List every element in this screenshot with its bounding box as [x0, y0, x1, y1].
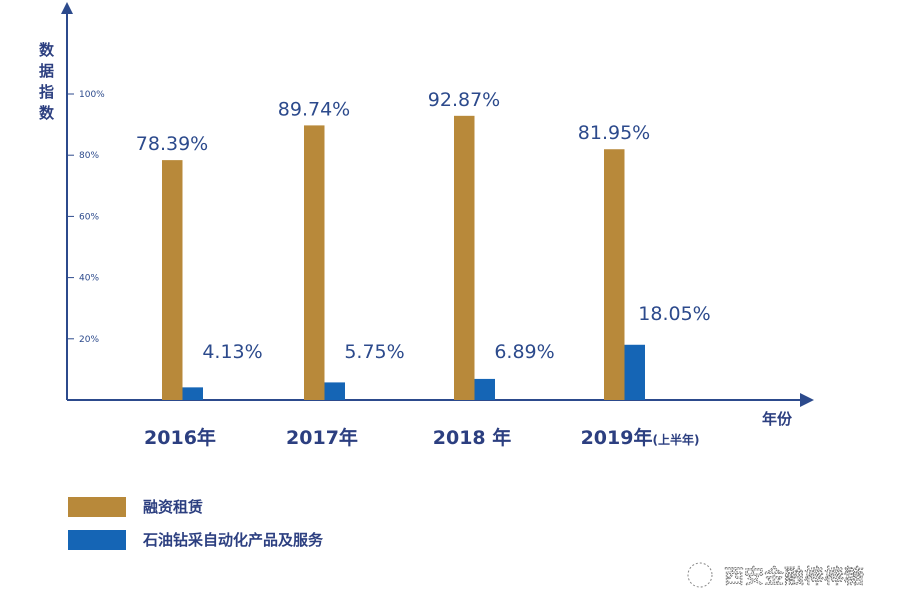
data-label: 81.95% — [578, 122, 650, 144]
bar-leasing — [454, 115, 475, 400]
x-tick-label: 2019年(上半年) — [581, 426, 700, 449]
legend-label: 石油钻采自动化产品及服务 — [142, 531, 324, 549]
legend-swatch — [68, 497, 126, 517]
bar-oil — [624, 344, 645, 400]
data-label: 78.39% — [136, 133, 208, 155]
y-tick-label: 20% — [79, 335, 99, 345]
bar-leasing — [304, 125, 325, 400]
legend-label: 融资租赁 — [143, 498, 203, 516]
y-tick-label: 40% — [79, 274, 99, 284]
data-label: 4.13% — [202, 341, 262, 363]
bar-leasing — [604, 149, 625, 400]
y-tick-label: 60% — [79, 212, 99, 222]
data-label: 92.87% — [428, 89, 500, 111]
wechat-icon — [687, 562, 713, 588]
y-axis-arrow — [61, 2, 73, 14]
data-label: 6.89% — [494, 341, 554, 363]
bar-leasing — [162, 160, 183, 400]
x-tick-label: 2018 年 — [433, 426, 512, 449]
watermark: 西安金融棒棒糖 — [687, 562, 864, 588]
bar-oil — [182, 387, 203, 400]
data-label: 18.05% — [638, 303, 710, 325]
bar-oil — [324, 382, 345, 400]
data-label: 5.75% — [344, 341, 404, 363]
y-tick-label: 80% — [79, 151, 99, 161]
y-axis-label: 数据指数 — [37, 41, 55, 126]
x-axis-label: 年份 — [762, 410, 793, 428]
data-label: 89.74% — [278, 98, 350, 120]
x-tick-label: 2017年 — [286, 426, 358, 449]
x-tick-label: 2016年 — [144, 426, 216, 449]
x-axis-arrow — [800, 393, 814, 407]
legend-swatch — [68, 530, 126, 550]
watermark-text: 西安金融棒棒糖 — [724, 564, 864, 588]
bar-oil — [474, 378, 495, 400]
y-tick-label: 100% — [79, 90, 105, 100]
